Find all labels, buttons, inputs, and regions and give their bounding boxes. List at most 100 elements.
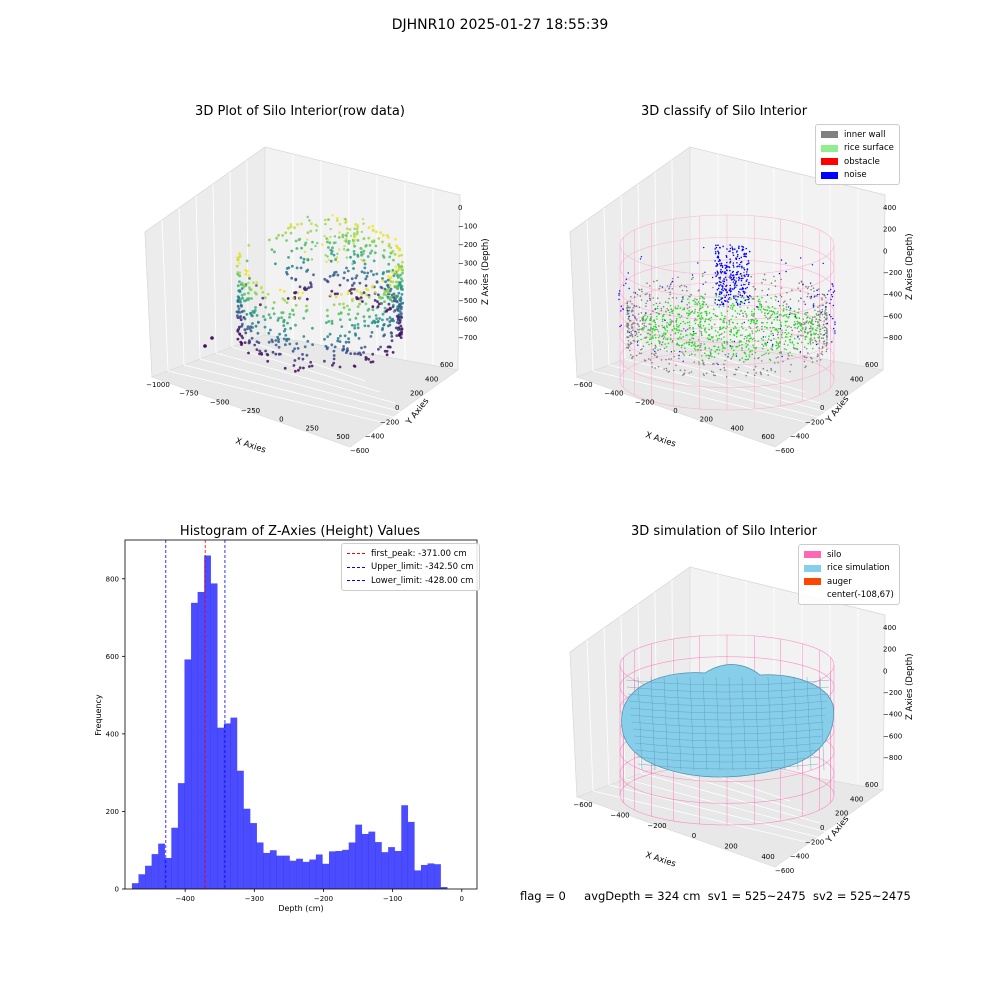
inner-wall-point: [637, 313, 640, 315]
inner-wall-point: [627, 340, 630, 342]
inner-wall-point: [821, 293, 824, 296]
inner-wall-point: [686, 307, 689, 310]
raw-point: [238, 280, 241, 283]
rice-surface-point: [779, 323, 782, 326]
x-tick-label: −750: [179, 390, 198, 398]
inner-wall-point: [627, 310, 629, 313]
rice-surface-point: [723, 336, 725, 338]
noise-point: [738, 263, 741, 266]
noise-point: [718, 258, 721, 261]
rice-mesh-line: [627, 693, 829, 700]
inner-wall-point: [701, 275, 704, 277]
noise-point: [737, 279, 740, 281]
grid-line: [640, 352, 821, 404]
rice-surface-point: [746, 335, 748, 337]
rice-surface-point: [752, 344, 754, 346]
raw-point: [332, 361, 336, 365]
noise-point: [725, 284, 728, 287]
inner-wall-point: [630, 330, 632, 333]
noise-point: [716, 303, 719, 306]
noise-point: [743, 292, 746, 295]
inner-wall-point: [713, 363, 715, 365]
rice-surface-point: [663, 332, 665, 334]
histogram-bar: [322, 863, 330, 889]
raw-point: [258, 352, 261, 356]
raw-point: [388, 316, 392, 320]
rice-surface-point: [773, 318, 775, 321]
rice-surface-point: [746, 306, 749, 309]
rice-surface-point: [745, 329, 747, 331]
inner-wall-point: [742, 274, 745, 277]
raw-point: [373, 299, 377, 302]
raw-point: [401, 260, 404, 264]
noise-point: [720, 262, 723, 265]
noise-point: [826, 293, 829, 296]
inner-wall-point: [764, 312, 766, 314]
raw-point: [301, 357, 305, 361]
inner-wall-point: [745, 313, 747, 315]
inner-wall-point: [627, 336, 630, 338]
raw-point: [294, 278, 298, 282]
noise-point: [723, 278, 725, 280]
inner-wall-point: [770, 367, 772, 370]
inner-wall-point: [650, 352, 653, 355]
noise-point: [618, 294, 620, 296]
rice-surface-point: [759, 302, 761, 305]
rice-surface-point: [781, 336, 783, 339]
raw-point: [329, 227, 332, 231]
noise-point: [737, 304, 739, 306]
rice-surface-point: [749, 335, 751, 337]
rice-surface-point: [716, 348, 719, 351]
inner-wall-point: [626, 306, 628, 309]
noise-point: [742, 246, 745, 248]
inner-wall-point: [656, 297, 659, 299]
raw-point: [363, 319, 366, 323]
raw-point: [398, 282, 402, 285]
noise-point: [809, 282, 812, 284]
inner-wall-point: [823, 316, 826, 319]
z-tick-label: 200: [883, 226, 896, 234]
raw-point: [295, 247, 299, 250]
rice-surface-point: [753, 308, 756, 310]
noise-point: [682, 360, 684, 362]
rice-surface-point: [785, 313, 787, 316]
raw-point: [238, 254, 242, 257]
y-tick-label: −400: [365, 433, 384, 441]
inner-wall-point: [823, 342, 825, 345]
rice-surface-point: [675, 319, 678, 322]
raw-point: [314, 244, 317, 248]
rice-surface-point: [785, 308, 788, 311]
raw-point: [376, 300, 379, 304]
inner-wall-point: [820, 337, 823, 339]
raw-point: [399, 336, 403, 339]
y-tick-label: 400: [850, 375, 863, 383]
rice-surface-point: [809, 331, 811, 333]
rice-surface-point: [729, 307, 732, 309]
histogram-bar: [204, 555, 211, 889]
raw-point: [328, 332, 332, 336]
rice-surface-point: [687, 298, 689, 300]
histogram-bar: [276, 855, 284, 889]
noise-point: [830, 288, 832, 291]
raw-point: [389, 276, 393, 280]
noise-point: [733, 297, 735, 299]
noise-point: [661, 286, 664, 288]
raw-point: [246, 281, 250, 285]
rice-surface-point: [753, 312, 755, 315]
raw-point: [396, 276, 400, 279]
raw-point: [373, 251, 377, 255]
inner-wall-point: [684, 350, 687, 353]
rice-surface-point: [745, 342, 747, 345]
histogram-bar: [342, 849, 349, 889]
raw-point: [387, 345, 391, 349]
raw-point: [236, 337, 240, 341]
noise-point: [717, 244, 719, 246]
raw-point: [385, 349, 389, 353]
raw-point: [279, 352, 282, 356]
rice-surface-point: [748, 325, 751, 328]
raw-point: [345, 249, 348, 252]
rice-surface-point: [807, 331, 809, 334]
raw-point: [309, 360, 313, 364]
